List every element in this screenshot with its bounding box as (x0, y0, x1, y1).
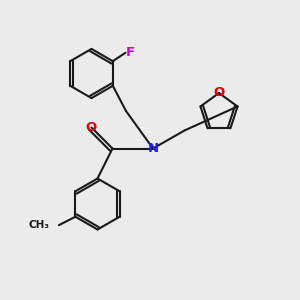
Text: CH₃: CH₃ (29, 220, 50, 230)
Text: N: N (147, 142, 159, 155)
Text: F: F (126, 46, 135, 59)
Text: O: O (86, 121, 97, 134)
Text: O: O (213, 86, 225, 100)
